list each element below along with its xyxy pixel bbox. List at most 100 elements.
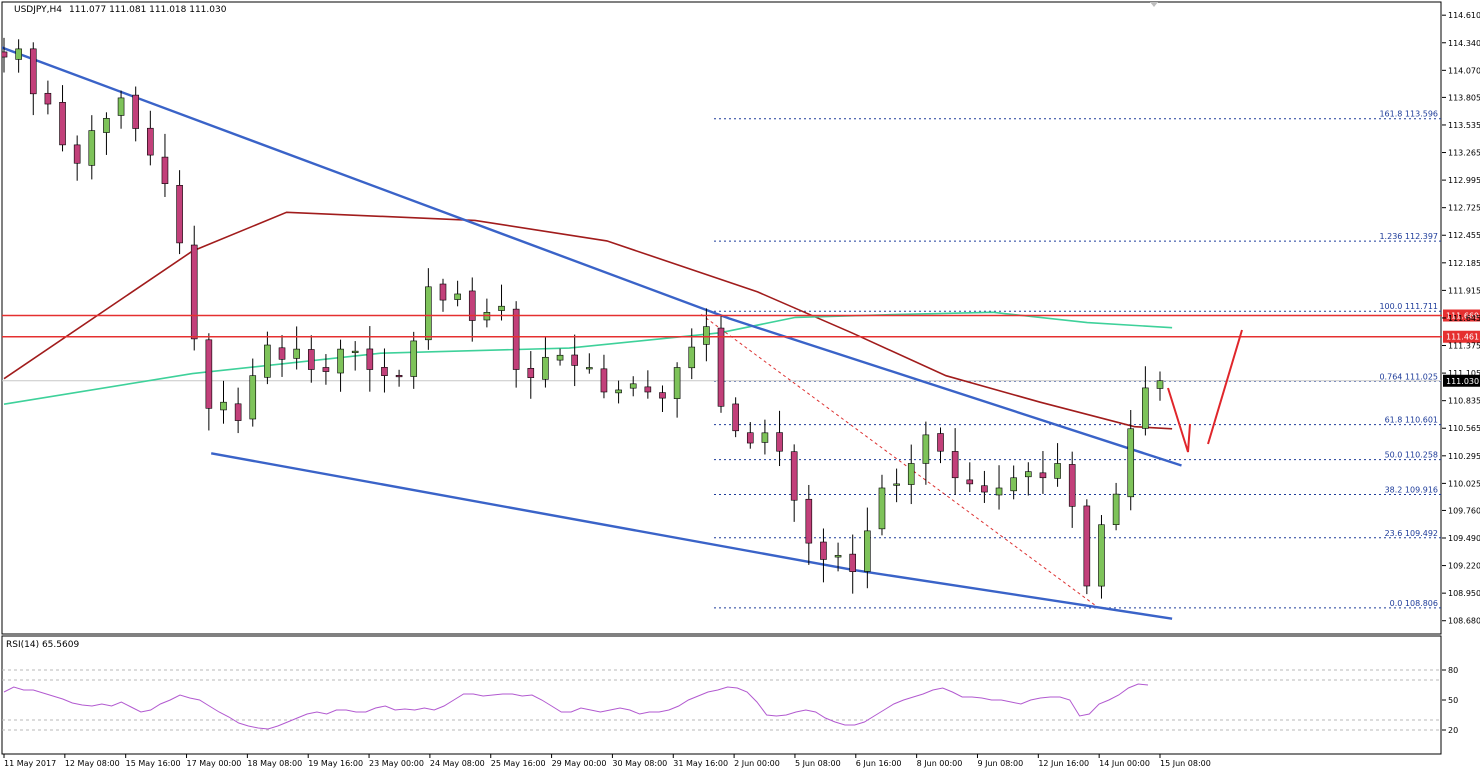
time-tick-label: 8 Jun 00:00: [917, 759, 963, 768]
candle-body: [981, 485, 988, 493]
time-tick-label: 29 May 00:00: [552, 759, 607, 768]
candle-body: [688, 346, 696, 369]
price-tick-label: 111.375: [1448, 342, 1480, 351]
candle-body: [542, 356, 549, 380]
fib-level-label: 161.8 113.596: [1379, 110, 1438, 119]
time-axis: 11 May 2017 12 May 08:00 15 May 16:00 17 Ma…: [3, 754, 1211, 768]
candle-body: [1142, 387, 1149, 429]
candle-body: [468, 290, 476, 321]
candle-body: [922, 434, 930, 464]
candle-body: [293, 348, 300, 359]
price-tick-label: 110.025: [1448, 479, 1480, 488]
horizontal-levels: 111.669 111.461 111.030: [2, 309, 1480, 387]
rsi-panel: 80 50 20: [2, 666, 1458, 735]
fib-level-label: 1.236 112.397: [1379, 232, 1438, 241]
rsi-line: [3, 683, 1149, 730]
candle-body: [849, 553, 857, 573]
moving-average-line: [3, 311, 1173, 405]
level-price-box: [1443, 330, 1480, 343]
candle-body: [498, 305, 505, 311]
candle-body: [351, 350, 359, 353]
price-tick-label: 114.610: [1448, 11, 1480, 20]
price-tick-label: 109.760: [1448, 506, 1480, 515]
candle-body: [220, 401, 227, 411]
candle-body: [161, 156, 169, 184]
price-tick-label: 110.835: [1448, 397, 1480, 406]
time-tick-label: 23 May 00:00: [369, 759, 424, 768]
candle-body: [834, 555, 842, 558]
candle-body: [1156, 380, 1164, 389]
price-tick-label: 112.185: [1448, 259, 1480, 268]
candle-body: [29, 48, 37, 95]
current-price-label: 111.030: [1446, 377, 1479, 386]
price-tick-label: 111.915: [1448, 286, 1480, 295]
candle-body: [337, 348, 344, 374]
level-price-box: [1443, 309, 1480, 322]
candle-body: [1127, 428, 1135, 498]
candle-body: [1112, 493, 1120, 525]
candle-body: [878, 487, 886, 530]
chart-shift-marker[interactable]: [1150, 2, 1158, 7]
candle-body: [410, 340, 418, 377]
candle-body: [117, 97, 125, 116]
chart-header-symbol: USDJPY,H4: [14, 5, 62, 15]
chart-header-ohlc: 111.077 111.081 111.018 111.030: [69, 5, 227, 15]
time-tick-label: 2 Jun 00:00: [734, 759, 780, 768]
candle-body: [439, 283, 447, 301]
price-tick-label: 108.950: [1448, 589, 1480, 598]
candle-body: [629, 383, 637, 389]
candle-body: [746, 432, 754, 444]
annotation-arrow-up: [1207, 329, 1243, 445]
price-tick-label: 111.645: [1448, 314, 1480, 323]
trendline-line: [700, 313, 1097, 607]
level-price-label: 111.669: [1446, 312, 1479, 321]
time-tick-label: 9 Jun 08:00: [977, 759, 1023, 768]
price-tick-label: 113.805: [1448, 93, 1480, 102]
candles: [2, 37, 1164, 599]
candle-body: [15, 48, 22, 60]
candle-body: [790, 451, 798, 501]
candle-body: [659, 392, 666, 399]
candle-body: [776, 432, 783, 452]
candle-body: [717, 327, 725, 407]
candle-body: [59, 102, 66, 146]
time-tick-label: 15 Jun 08:00: [1160, 759, 1211, 768]
price-tick-label: 114.340: [1448, 39, 1480, 48]
candle-body: [278, 347, 286, 360]
trendline-line: [2, 46, 1182, 467]
candle-body: [644, 386, 652, 393]
time-tick-label: 12 May 08:00: [65, 759, 120, 768]
time-tick-label: 31 May 16:00: [673, 759, 728, 768]
time-tick-label: 25 May 16:00: [491, 759, 546, 768]
rsi-tick-label: 80: [1448, 666, 1458, 675]
fib-level-label: 61.8 110.601: [1385, 416, 1438, 425]
price-tick-label: 113.265: [1448, 149, 1480, 158]
candle-body: [1068, 464, 1076, 507]
price-tick-label: 114.070: [1448, 66, 1480, 75]
candle-body: [864, 530, 871, 572]
time-tick-label: 17 May 00:00: [187, 759, 242, 768]
candle-body: [147, 127, 154, 156]
candle-body: [820, 541, 827, 560]
candle-body: [893, 483, 900, 486]
fib-level-label: 0.0 108.806: [1390, 599, 1438, 608]
price-tick-label: 110.565: [1448, 424, 1480, 433]
candle-body: [395, 375, 403, 378]
fib-level-label: 50.0 110.258: [1385, 451, 1438, 460]
candle-body: [937, 433, 944, 452]
candle-body: [366, 348, 374, 370]
candle-body: [307, 349, 315, 370]
candle-body: [673, 367, 681, 399]
time-tick-label: 30 May 08:00: [612, 759, 667, 768]
fib-level-label: 38.2 109.916: [1385, 486, 1438, 495]
price-tick-label: 110.295: [1448, 452, 1480, 461]
candle-body: [615, 389, 622, 394]
candle-body: [1054, 463, 1061, 479]
candle-body: [1010, 477, 1017, 492]
candle-body: [805, 498, 813, 544]
candle-body: [1039, 472, 1047, 479]
rsi-panel-frame: [1, 635, 1442, 755]
candle-body: [103, 118, 110, 133]
time-tick-label: 11 May 2017: [4, 759, 56, 768]
